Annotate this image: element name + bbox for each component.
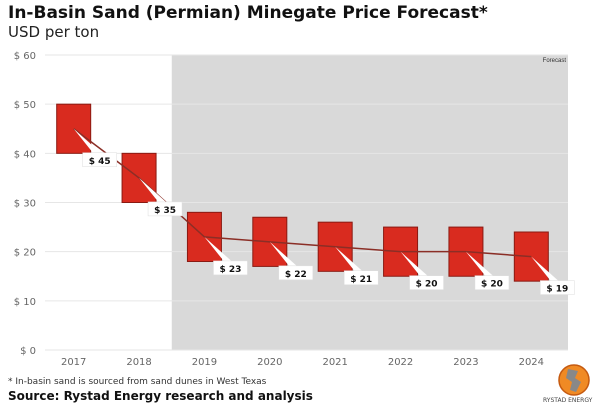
data-label-box	[474, 275, 510, 290]
y-tick-label: $ 10	[14, 297, 36, 308]
x-tick-label: 2022	[388, 357, 413, 368]
y-tick-label: $ 20	[14, 248, 36, 259]
callout-pointer	[139, 177, 168, 203]
callout-pointer	[269, 241, 298, 267]
range-bar	[121, 152, 157, 203]
callout-pointer	[335, 246, 364, 272]
data-label: $ 19	[546, 285, 568, 295]
y-tick-label: $ 30	[14, 199, 36, 210]
y-tick-label: $ 0	[20, 346, 36, 357]
x-tick-label: 2024	[519, 357, 544, 368]
y-tick-label: $ 60	[14, 51, 36, 62]
chart-subtitle: USD per ton	[8, 23, 100, 41]
y-tick-label: $ 40	[14, 149, 36, 160]
x-tick-label: 2018	[126, 357, 151, 368]
callout-pointer	[204, 236, 233, 262]
data-label: $ 22	[285, 270, 307, 280]
callout-pointer	[465, 251, 494, 277]
x-tick-label: 2021	[322, 357, 347, 368]
callout-pointer	[400, 251, 429, 277]
rystad-logo	[558, 364, 590, 396]
y-tick-label: $ 50	[14, 100, 36, 111]
chart-title: In-Basin Sand (Permian) Minegate Price F…	[8, 3, 488, 23]
data-label-box	[213, 260, 248, 276]
data-label: $ 21	[350, 275, 372, 285]
data-label: $ 45	[89, 157, 111, 167]
data-label-box	[343, 270, 379, 285]
data-label-box	[82, 152, 117, 167]
x-tick-label: 2019	[192, 357, 217, 368]
data-label: $ 35	[154, 206, 176, 216]
data-label-box	[147, 201, 183, 217]
logo-text: RYSTAD ENERGY	[543, 397, 593, 404]
data-label-box	[540, 280, 575, 295]
data-label: $ 20	[481, 280, 503, 290]
x-tick-label: 2020	[257, 357, 282, 368]
data-label-box	[409, 275, 444, 290]
footnote: * In-basin sand is sourced from sand dun…	[8, 377, 267, 387]
source-note: Source: Rystad Energy research and analy…	[8, 389, 313, 403]
x-tick-label: 2017	[61, 357, 86, 368]
data-label: $ 20	[416, 280, 438, 290]
callout-pointer	[73, 128, 102, 154]
forecast-label: Forecast	[543, 58, 567, 64]
callout-pointer	[531, 256, 560, 282]
range-bar	[252, 216, 288, 267]
data-label-box	[278, 265, 314, 281]
x-tick-label: 2023	[453, 357, 478, 368]
data-label: $ 23	[219, 265, 241, 275]
